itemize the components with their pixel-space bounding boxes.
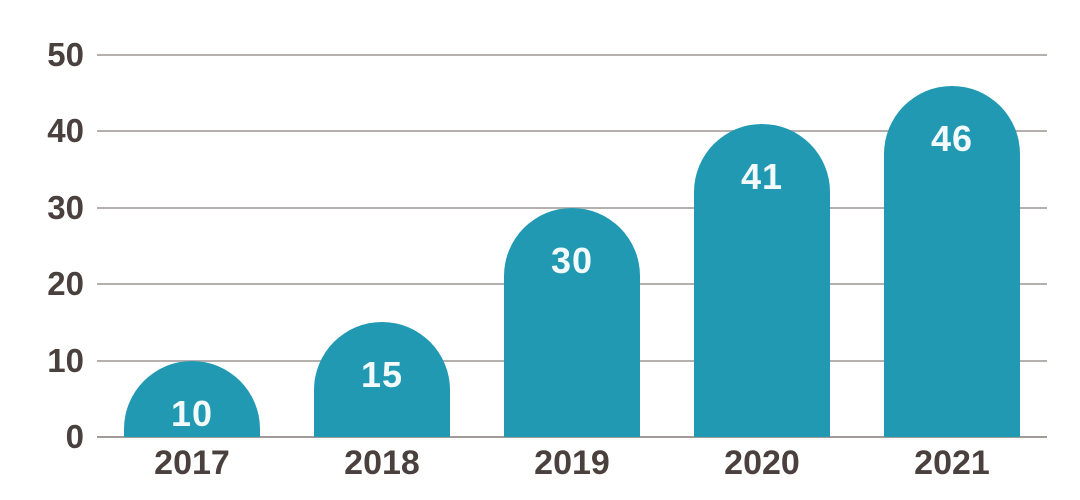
bar-2019: 30 (504, 207, 640, 437)
bar-value-2018: 15 (360, 354, 404, 396)
bar-value-2020: 41 (740, 155, 784, 197)
y-tick-label-30: 30 (47, 188, 84, 226)
x-tick-label-2019: 2019 (534, 444, 610, 482)
gridline-40 (97, 130, 1047, 133)
bar-2021: 46 (884, 85, 1020, 437)
x-tick-label-2021: 2021 (914, 444, 990, 482)
bar-value-2021: 46 (930, 117, 974, 159)
x-tick-label-2017: 2017 (154, 444, 230, 482)
y-tick-label-0: 0 (65, 418, 84, 455)
y-tick-label-20: 20 (47, 265, 84, 303)
x-tick-label-2020: 2020 (724, 444, 800, 482)
y-tick-label-10: 10 (47, 341, 84, 379)
bar-value-2017: 10 (170, 392, 214, 434)
gridline-50 (97, 54, 1047, 56)
bar-2018: 15 (314, 322, 450, 437)
bar-value-2019: 30 (550, 239, 594, 281)
y-tick-label-40: 40 (47, 112, 84, 150)
gridline-0 (97, 436, 1047, 438)
bar-2020: 41 (694, 123, 830, 437)
y-tick-label-50: 50 (47, 36, 84, 73)
x-tick-label-2018: 2018 (344, 444, 420, 482)
bar-2017: 10 (124, 360, 260, 437)
